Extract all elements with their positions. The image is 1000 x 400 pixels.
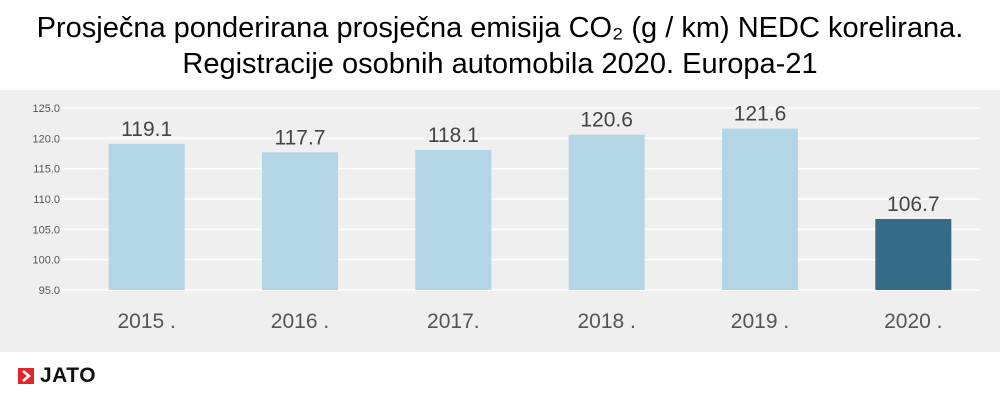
x-tick-label: 2020 . <box>884 310 942 333</box>
y-tick-label: 115.0 <box>33 164 60 176</box>
y-tick-label: 100.0 <box>32 255 60 267</box>
jato-logo-icon <box>18 368 34 384</box>
chart-title: Prosječna ponderirana prosječna emisija … <box>0 10 1000 82</box>
bar-value-label: 121.6 <box>734 103 787 126</box>
bar-value-label: 117.7 <box>275 126 326 149</box>
y-tick-label: 120.0 <box>32 133 60 145</box>
bar-value-label: 118.1 <box>428 124 479 147</box>
bar-value-label: 106.7 <box>887 193 940 216</box>
chart-title-line-2: Registracije osobnih automobila 2020. Eu… <box>182 48 818 80</box>
x-tick-label: 2015 . <box>117 310 175 333</box>
bar-value-label: 119.1 <box>121 118 172 141</box>
bar <box>722 128 798 290</box>
x-tick-label: 2019 . <box>731 310 789 333</box>
bar <box>875 219 952 290</box>
bar-value-label: 120.6 <box>580 109 633 132</box>
y-tick-label: 125.0 <box>32 103 60 115</box>
x-tick-label: 2017. <box>427 310 480 333</box>
bar <box>108 143 185 290</box>
bar <box>568 134 645 290</box>
jato-logo: JATO <box>18 364 96 388</box>
bar <box>415 149 492 290</box>
jato-logo-text: JATO <box>40 364 97 387</box>
y-tick-label: 110.0 <box>33 194 60 206</box>
y-tick-label: 105.0 <box>32 224 60 236</box>
bar-chart: 95.0 100.0 105.0 110.0 115.0 120.0 125.0 119.1 2… <box>0 90 1000 352</box>
y-tick-label: 95.0 <box>39 285 60 297</box>
bar <box>262 152 338 290</box>
x-tick-label: 2018 . <box>577 310 635 333</box>
chart-title-line-1: Prosječna ponderirana prosječna emisija … <box>36 12 964 44</box>
x-tick-label: 2016 . <box>271 310 329 333</box>
